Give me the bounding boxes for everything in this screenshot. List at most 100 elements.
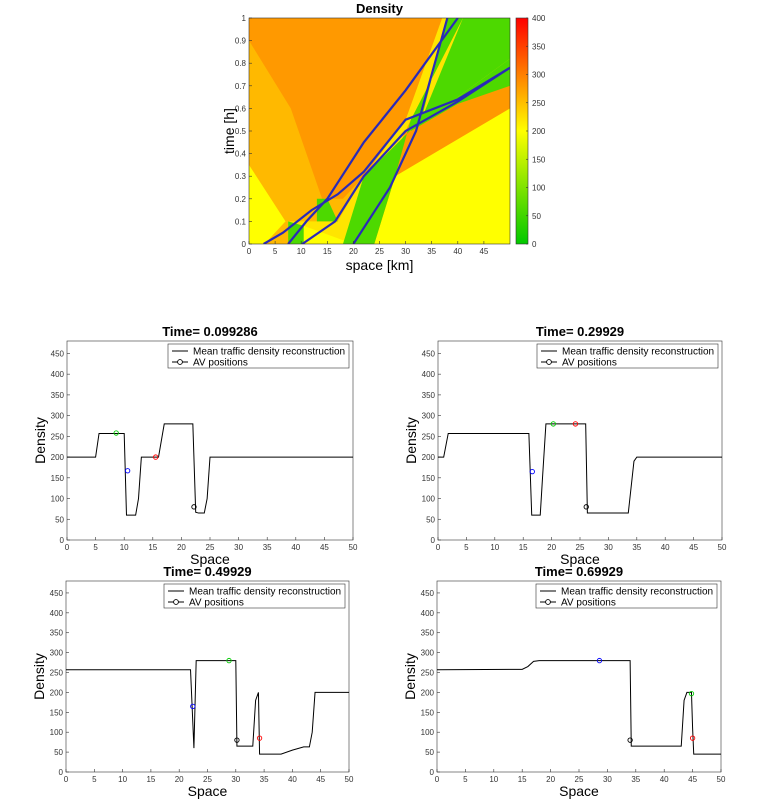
x-tick-label: 0 (64, 775, 69, 784)
y-tick-label: 200 (421, 688, 435, 697)
y-tick-label: 300 (422, 412, 436, 421)
x-tick-label: 20 (175, 775, 184, 784)
x-tick-label: 20 (547, 543, 556, 552)
legend-av-marker (177, 359, 183, 365)
x-tick-label: 5 (463, 775, 468, 784)
colorbar-tick-label: 250 (532, 99, 546, 108)
x-tick-label: 0 (65, 543, 70, 552)
x-tick-label: 15 (323, 247, 332, 256)
colorbar-tick-label: 300 (532, 71, 546, 80)
x-tick-label: 5 (92, 775, 97, 784)
x-tick-label: 10 (490, 543, 499, 552)
x-tick-label: 20 (349, 247, 358, 256)
y-tick-label: 0.5 (235, 127, 247, 136)
x-tick-label: 20 (546, 775, 555, 784)
panel-frame (65, 580, 350, 773)
density-panel: Time= 0.099286 0 5 10 15 20 25 30 35 40 45 50 0 50 100… (32, 324, 358, 567)
legend-av-marker (545, 599, 551, 605)
panel-frame (437, 340, 723, 541)
heatmap-region (342, 18, 464, 244)
av-position-marker (124, 468, 131, 474)
y-tick-label: 1 (242, 14, 247, 23)
panel-ylabel: Density (403, 417, 419, 464)
legend-label-av: AV positions (561, 598, 616, 609)
av-trajectory (301, 66, 510, 244)
x-tick-label: 30 (231, 775, 240, 784)
y-tick-label: 100 (422, 495, 436, 504)
y-tick-label: 0.3 (235, 172, 247, 181)
legend-av-marker (173, 599, 179, 605)
legend-box (536, 343, 719, 369)
y-tick-label: 0 (60, 536, 65, 545)
y-tick-label: 400 (421, 609, 435, 618)
x-tick-label: 40 (661, 543, 670, 552)
density-panel: Time= 0.69929 0 5 10 15 20 25 30 35 40 45 50 0 50 100 1… (402, 564, 726, 799)
heatmap-region (421, 18, 510, 120)
x-tick-label: 35 (631, 775, 640, 784)
y-tick-label: 350 (50, 629, 64, 638)
y-tick-label: 200 (422, 453, 436, 462)
av-position-marker (583, 504, 589, 510)
y-tick-label: 300 (421, 649, 435, 658)
legend-box (535, 583, 718, 609)
panel-title: Time= 0.49929 (163, 564, 251, 579)
y-tick-label: 0 (430, 768, 435, 777)
av-position-marker (627, 737, 633, 743)
y-tick-label: 450 (421, 589, 435, 598)
colorbar-tick-label: 50 (532, 212, 541, 221)
x-tick-label: 35 (632, 543, 641, 552)
legend-label-av: AV positions (562, 358, 617, 369)
y-tick-label: 400 (422, 370, 436, 379)
colorbar-tick-label: 400 (532, 14, 546, 23)
heatmap-title: Density (356, 1, 404, 16)
y-tick-label: 350 (422, 391, 436, 400)
x-tick-label: 15 (146, 775, 155, 784)
x-tick-label: 10 (120, 543, 129, 552)
y-tick-label: 50 (425, 748, 434, 757)
heatmap-ylabel: time [h] (221, 108, 237, 154)
y-tick-label: 50 (426, 515, 435, 524)
av-position-marker (153, 454, 159, 460)
colorbar-tick-label: 200 (532, 127, 546, 136)
panel-title: Time= 0.099286 (162, 324, 258, 339)
panel-frame (66, 340, 354, 541)
colorbar-tick-label: 350 (532, 42, 546, 51)
x-tick-label: 45 (688, 775, 697, 784)
x-tick-label: 5 (93, 543, 98, 552)
y-tick-label: 0.6 (235, 104, 247, 113)
heatmap-xlabel: space [km] (346, 257, 414, 273)
x-tick-label: 10 (489, 775, 498, 784)
y-tick-label: 450 (51, 349, 65, 358)
y-tick-label: 250 (50, 669, 64, 678)
panel-ylabel: Density (32, 417, 48, 464)
density-line (67, 423, 353, 516)
panel-title: Time= 0.29929 (536, 324, 624, 339)
x-tick-label: 20 (177, 543, 186, 552)
heatmap-region (264, 221, 289, 244)
x-tick-label: 30 (604, 543, 613, 552)
av-position-marker (191, 504, 197, 510)
y-tick-label: 250 (422, 432, 436, 441)
av-trajectory (352, 18, 449, 244)
av-position-marker (596, 657, 603, 664)
y-tick-label: 250 (421, 669, 435, 678)
y-tick-label: 450 (50, 589, 64, 598)
density-panel: Time= 0.29929 0 5 10 15 20 25 30 35 40 45 50 0 50 100 1… (403, 324, 727, 567)
x-tick-label: 0 (247, 247, 252, 256)
y-tick-label: 350 (51, 391, 65, 400)
x-tick-label: 30 (401, 247, 410, 256)
x-tick-label: 5 (273, 247, 278, 256)
density-line (66, 660, 349, 755)
av-position-marker (529, 468, 535, 475)
colorbar-tick-label: 100 (532, 184, 546, 193)
x-tick-label: 45 (479, 247, 488, 256)
av-position-marker (234, 737, 240, 743)
x-tick-label: 5 (464, 543, 469, 552)
y-tick-label: 0.2 (235, 195, 247, 204)
panel-xlabel: Space (559, 783, 599, 799)
y-tick-label: 50 (55, 515, 64, 524)
legend-label-density: Mean traffic density reconstruction (562, 347, 714, 358)
y-tick-label: 0.7 (235, 82, 247, 91)
